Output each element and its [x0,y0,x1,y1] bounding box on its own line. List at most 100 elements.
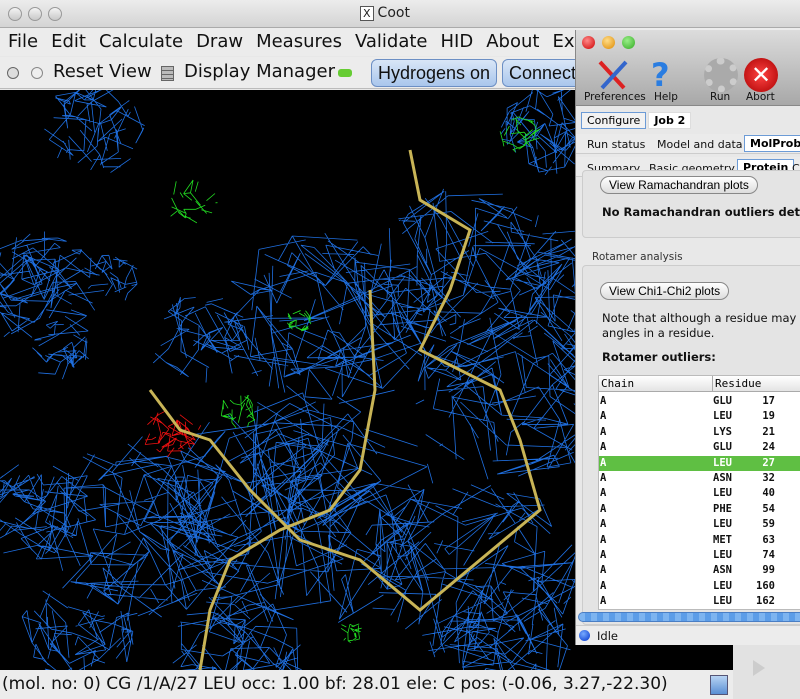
side-panel [733,645,800,699]
table-row[interactable]: A PHE 54 [599,502,800,517]
cell-res: LYS [713,425,732,438]
map-density-blob [152,296,250,383]
menu-file[interactable]: File [8,31,39,52]
stop-icon[interactable] [31,67,43,79]
menu-hid[interactable]: HID [440,31,474,52]
cell-num: 99 [762,564,775,577]
cell-res: GLU [713,395,732,407]
note-line-1: Note that although a residue may lie [602,311,800,325]
help-icon[interactable]: ? [651,56,670,94]
map-density-blob [0,231,107,347]
table-row[interactable]: A ASN 32 [599,471,800,486]
cell-num: 59 [762,518,775,531]
menu-about[interactable]: About [486,31,540,52]
cell-res: LEU [713,410,732,423]
table-row[interactable]: A LEU 160 [599,579,800,594]
table-row[interactable]: A LEU 74 [599,548,800,563]
menu-calculate[interactable]: Calculate [98,31,184,52]
cell-res: PHE [713,502,732,515]
abort-icon[interactable]: ✕ [744,58,778,92]
table-row[interactable]: A LEU 40 [599,486,800,501]
table-row[interactable]: A GLU 24 [599,440,800,455]
minimize-button[interactable] [28,7,42,21]
map-density-blob [21,584,134,670]
close-button[interactable] [8,7,22,21]
hydrogens-toggle[interactable]: Hydrogens on [371,59,498,87]
cell-chain: A [600,595,607,608]
table-row[interactable]: A LEU 162 [599,594,800,609]
column-header-residue[interactable]: Residue [713,376,800,392]
cell-chain: A [600,472,607,484]
model-bonds [148,149,542,612]
cell-num: 19 [762,410,775,423]
play-icon[interactable] [7,67,19,79]
tab-configure[interactable]: Configure [581,112,647,129]
table-row[interactable]: A ASN 99 [599,563,800,578]
abort-label[interactable]: Abort [746,91,775,103]
zoom-button[interactable] [48,7,62,21]
cell-res: LEU [713,549,732,561]
tab-molprobity[interactable]: MolProbity [744,135,800,152]
cell-res: LEU [713,456,732,469]
map-density-blob [500,90,612,176]
map-density-blob [44,90,145,173]
table-row[interactable]: A LEU 59 [599,517,800,532]
menu-measures[interactable]: Measures [256,31,342,52]
positive-difference-blob [220,394,256,428]
cell-num: 17 [762,395,775,407]
display-manager-icon [161,66,174,81]
tab-run-status[interactable]: Run status [587,138,646,151]
tab-job-2[interactable]: Job 2 [648,112,692,129]
reset-view-button[interactable]: Reset View [53,61,152,82]
view-chi1-chi2-button[interactable]: View Chi1-Chi2 plots [600,282,730,300]
view-ramachandran-button[interactable]: View Ramachandran plots [600,176,758,194]
minimize-button[interactable] [602,36,615,49]
note-line-2: angles in a residue. [602,326,715,340]
cell-chain: A [600,549,607,561]
display-manager-button[interactable]: Display Manager [184,61,335,82]
run-gear-icon[interactable] [704,58,738,92]
tab-model-and-data[interactable]: Model and data [657,138,743,151]
cell-num: 40 [762,487,775,500]
status-bar: (mol. no: 0) CG /1/A/27 LEU occ: 1.00 bf… [0,670,733,699]
menu-draw[interactable]: Draw [196,31,244,52]
cell-num: 74 [762,549,775,561]
positive-difference-blob [499,116,541,153]
cell-chain: A [600,441,607,454]
rotamer-outliers-table[interactable]: Chain Residue A GLU 17 A LEU 19 A LYS 21 A GLU 24 A L… [598,375,800,610]
cell-num: 63 [762,533,775,546]
menu-validate[interactable]: Validate [354,31,428,52]
cell-num: 21 [762,425,775,438]
ramachandran-result: No Ramachandran outliers detected [602,205,800,219]
preferences-label[interactable]: Preferences [584,91,646,103]
menu-extensions[interactable]: Ext [552,31,582,52]
column-header-chain[interactable]: Chain [599,376,713,392]
status-dot-icon [579,630,590,641]
cell-chain: A [600,518,607,531]
zoom-button[interactable] [622,36,635,49]
run-label[interactable]: Run [710,91,731,103]
cell-chain: A [600,502,607,515]
cell-chain: A [600,487,607,500]
table-row[interactable]: A LEU 27 [599,455,800,471]
status-indicator-icon [710,675,728,695]
table-row[interactable]: A MET 63 [599,533,800,548]
preferences-icon[interactable] [596,58,630,92]
help-label[interactable]: Help [654,91,678,103]
cell-res: LEU [713,487,732,500]
play-triangle-icon[interactable] [753,660,765,676]
close-button[interactable] [582,36,595,49]
cell-res: LEU [713,595,732,608]
progress-bar [578,612,800,622]
menu-edit[interactable]: Edit [51,31,86,52]
table-row[interactable]: A LYS 21 [599,425,800,440]
phenix-status-bar: Idle [576,625,800,645]
tab-clashes[interactable]: C [792,162,800,175]
table-row[interactable]: A GLU 17 [599,394,800,409]
map-density-blob [172,593,302,670]
table-row[interactable]: A LEU 19 [599,409,800,424]
arrow-icon[interactable] [338,69,352,77]
phenix-status-text: Idle [597,629,618,643]
cell-num: 160 [756,579,775,592]
x11-icon: X [360,6,374,21]
